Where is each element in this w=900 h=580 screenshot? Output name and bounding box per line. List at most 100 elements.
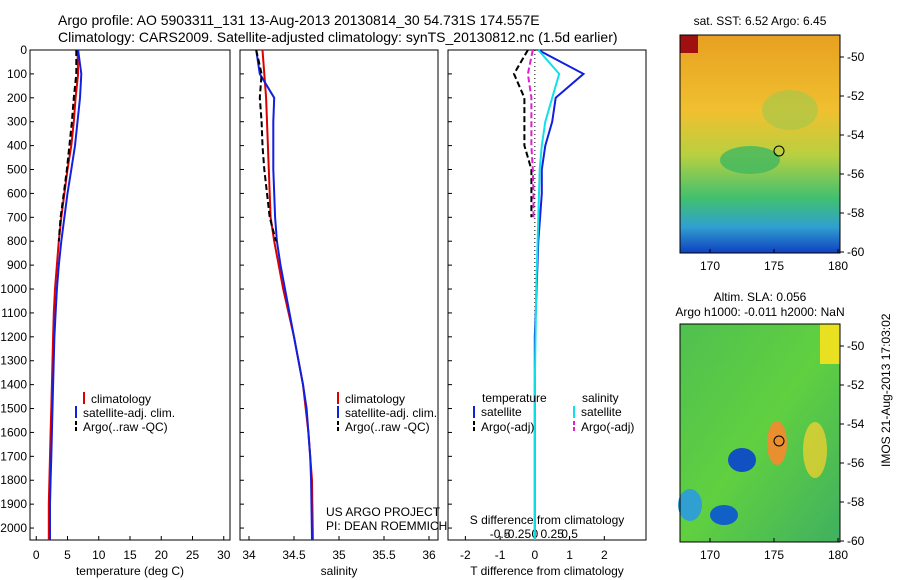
sst-map-ticks: -50 -52 -54 -56 -58 -60 170 175 180 bbox=[700, 50, 865, 273]
depth-tick-label: 1700 bbox=[0, 449, 27, 463]
difference-xlabel: T difference from climatology bbox=[470, 564, 624, 578]
x-tick-label: 30 bbox=[217, 548, 231, 562]
temperature-xlabel: temperature (deg C) bbox=[76, 564, 184, 578]
depth-tick-label: 1400 bbox=[0, 378, 27, 392]
sst-patch bbox=[762, 90, 818, 130]
map-lon-label: 175 bbox=[764, 259, 784, 273]
map-lat-label: -60 bbox=[847, 245, 865, 259]
salinity-axes bbox=[239, 49, 439, 541]
header-title: Argo profile: AO 5903311_131 13-Aug-2013… bbox=[58, 12, 540, 28]
series-line bbox=[57, 50, 78, 242]
depth-tick-label: 400 bbox=[7, 139, 27, 153]
x-tick-label: 0.5 bbox=[561, 527, 578, 541]
x-tick-label: 34 bbox=[242, 548, 256, 562]
timestamp-stamp: IMOS 21-Aug-2013 17:03:02 bbox=[879, 313, 893, 467]
legend-label: Argo(..raw -QC) bbox=[345, 420, 430, 434]
header-subtitle: Climatology: CARS2009. Satellite-adjuste… bbox=[58, 29, 618, 45]
x-tick-label: 0 bbox=[531, 548, 538, 562]
map-lat-label: -56 bbox=[847, 167, 865, 181]
depth-tick-label: 600 bbox=[7, 186, 27, 200]
depth-tick-label: 2000 bbox=[0, 521, 27, 535]
sla-low-patch bbox=[710, 505, 738, 525]
sst-cool-patch bbox=[720, 146, 780, 174]
credit-pi: PI: DEAN ROEMMICH bbox=[326, 519, 447, 533]
depth-tick-label: 1300 bbox=[0, 354, 27, 368]
depth-tick-label: 800 bbox=[7, 234, 27, 248]
legend-label: satellite bbox=[481, 405, 522, 419]
series-line bbox=[47, 49, 80, 540]
x-tick-label: -0.25 bbox=[504, 527, 532, 541]
sla-map-title: Altim. SLA: 0.056 bbox=[714, 290, 807, 304]
map-lon-label: 175 bbox=[764, 548, 784, 562]
salinity-series bbox=[255, 49, 314, 541]
x-tick-label: 20 bbox=[155, 548, 169, 562]
x-tick-label: 35.5 bbox=[372, 548, 396, 562]
sst-map-frame bbox=[679, 34, 841, 254]
sla-high-patch bbox=[803, 422, 827, 478]
map-lat-label: -58 bbox=[847, 206, 865, 220]
difference-legend: temperature salinity satellite Argo(-adj… bbox=[473, 391, 634, 434]
credit-project: US ARGO PROJECT bbox=[326, 505, 441, 519]
map-lon-label: 180 bbox=[828, 548, 848, 562]
salinity-ticks: 34 34.5 35 35.5 36 bbox=[242, 536, 436, 562]
sla-high-patch bbox=[767, 421, 787, 465]
sla-map-ticks: -50 -52 -54 -56 -58 -60 170 175 180 bbox=[700, 339, 865, 562]
difference-axes bbox=[447, 49, 647, 541]
x-tick-label: 0.25 bbox=[541, 527, 565, 541]
x-tick-label: 36 bbox=[422, 548, 436, 562]
map-lat-label: -56 bbox=[847, 456, 865, 470]
sst-map bbox=[679, 34, 841, 254]
sla-low-patch bbox=[678, 489, 702, 521]
map-lat-label: -52 bbox=[847, 378, 865, 392]
x-tick-label: 25 bbox=[186, 548, 200, 562]
argo-float-marker bbox=[773, 145, 785, 157]
depth-tick-labels: 0 100 200 300 400 500 600 700 800 900 1000 1100 1200… bbox=[0, 43, 452, 535]
legend-label: satellite-adj. clim. bbox=[345, 406, 437, 420]
series-line bbox=[255, 49, 313, 541]
x-tick-label: 5 bbox=[64, 548, 71, 562]
sla-map bbox=[678, 323, 841, 543]
series-line bbox=[255, 49, 277, 242]
sla-map-subtitle: Argo h1000: -0.011 h2000: NaN bbox=[675, 305, 844, 319]
x-tick-label: 2 bbox=[601, 548, 608, 562]
salinity-xlabel: salinity bbox=[321, 564, 358, 578]
x-tick-label: -2 bbox=[460, 548, 471, 562]
depth-tick-label: 0 bbox=[20, 43, 27, 57]
map-lon-label: 170 bbox=[700, 548, 720, 562]
legend-label: Argo(-adj) bbox=[581, 420, 634, 434]
depth-tick-label: 100 bbox=[7, 67, 27, 81]
sla-low-patch bbox=[728, 448, 756, 472]
s-difference-label: S difference from climatology bbox=[470, 513, 625, 527]
map-lat-label: -58 bbox=[847, 495, 865, 509]
difference-series bbox=[512, 49, 586, 540]
x-tick-label: 35 bbox=[332, 548, 346, 562]
sst-warm-patch bbox=[680, 35, 698, 53]
x-tick-label: 0 bbox=[33, 548, 40, 562]
x-tick-label: -0.5 bbox=[490, 527, 511, 541]
depth-tick-label: 1800 bbox=[0, 473, 27, 487]
x-tick-label: 34.5 bbox=[282, 548, 306, 562]
series-line bbox=[49, 49, 83, 540]
map-lon-label: 170 bbox=[700, 259, 720, 273]
map-lat-label: -54 bbox=[847, 417, 865, 431]
legend-title-salinity: salinity bbox=[582, 391, 619, 405]
sla-high-patch bbox=[820, 324, 840, 364]
map-lat-label: -50 bbox=[847, 339, 865, 353]
depth-tick-label: 1000 bbox=[0, 282, 27, 296]
x-tick-label: -1 bbox=[495, 548, 506, 562]
map-lat-label: -52 bbox=[847, 89, 865, 103]
depth-tick-label: 1600 bbox=[0, 425, 27, 439]
legend-label: climatology bbox=[91, 392, 151, 406]
series-line bbox=[526, 49, 535, 218]
legend-label: satellite-adj. clim. bbox=[83, 406, 175, 420]
map-lon-label: 180 bbox=[828, 259, 848, 273]
series-line bbox=[533, 49, 586, 540]
legend-label: climatology bbox=[345, 392, 405, 406]
depth-tick-label: 700 bbox=[7, 210, 27, 224]
series-line bbox=[533, 49, 561, 540]
depth-tick-label: 900 bbox=[7, 258, 27, 272]
legend-label: satellite bbox=[581, 405, 622, 419]
temperature-legend: climatology satellite-adj. clim. Argo(..… bbox=[75, 392, 175, 434]
x-tick-label: 15 bbox=[123, 548, 137, 562]
